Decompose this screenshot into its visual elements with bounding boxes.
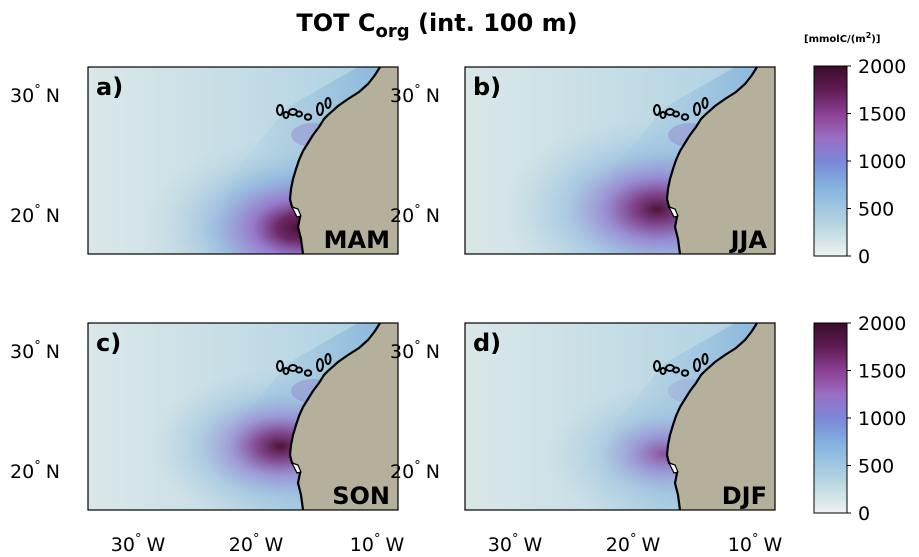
colorbar-tick-label: 1000	[858, 151, 906, 173]
lagoon	[290, 461, 302, 474]
panel-letter: c)	[96, 329, 121, 357]
land-mass	[667, 323, 775, 510]
island	[324, 97, 332, 109]
season-label: MAM	[324, 226, 390, 254]
lon-tick-label: 10° W	[350, 532, 405, 556]
island	[693, 358, 701, 372]
lagoon	[667, 461, 679, 474]
island	[303, 113, 313, 121]
colorbars: 2000 1500 1000 500 0 [mmolC/(m2)] 2000 1500 1000…	[804, 31, 906, 525]
lat-tick-label: 30° N	[390, 339, 440, 363]
colorbar-tick-label: 0	[858, 246, 870, 268]
lon-tick-label: 10° W	[728, 532, 783, 556]
lat-tick-label: 20° N	[390, 459, 440, 483]
colorbar-2: 2000 1500 1000 500 0	[813, 313, 906, 525]
lat-tick-label: 20° N	[390, 203, 440, 227]
island	[659, 111, 667, 119]
island	[653, 104, 661, 116]
island	[282, 111, 290, 119]
season-label: SON	[332, 482, 390, 510]
colorbar-tick-label: 2000	[858, 56, 906, 78]
island	[282, 367, 290, 375]
season-label: JJA	[729, 226, 768, 254]
lat-tick-label: 20° N	[10, 459, 60, 483]
lagoon	[667, 205, 679, 218]
panel-frame	[87, 322, 399, 511]
island	[303, 369, 313, 377]
land-mass	[667, 67, 775, 254]
lat-tick-label: 30° N	[10, 339, 60, 363]
lon-tick-label: 20° W	[606, 532, 661, 556]
island	[680, 369, 690, 377]
panel-letter: b)	[473, 73, 501, 101]
map-panels: a) MAM b) JJA c) SON d) DJF	[87, 66, 776, 511]
island	[659, 367, 667, 375]
island	[701, 97, 709, 109]
panel-frame	[464, 322, 776, 511]
lon-tick-label: 30° W	[488, 532, 543, 556]
colorbar-tick-label: 1500	[858, 361, 906, 383]
panel-frame	[87, 66, 399, 255]
island	[680, 113, 690, 121]
island	[672, 366, 680, 374]
longitude-tick-labels: 30° W 20° W 10° W 30° W 20° W 10° W	[111, 532, 783, 556]
colorbar-tick-label: 1500	[858, 104, 906, 126]
colorbar-tick-label: 2000	[858, 313, 906, 335]
season-label: DJF	[722, 482, 767, 510]
colorbar-1: 2000 1500 1000 500 0 [mmolC/(m2)]	[804, 31, 906, 268]
island	[276, 360, 284, 372]
land-mass	[290, 67, 398, 254]
lat-tick-label: 30° N	[10, 83, 60, 107]
map-panel-mam: a) MAM	[87, 66, 399, 255]
land-mass	[290, 323, 398, 510]
map-panel-jja: b) JJA	[464, 66, 776, 255]
colorbar-tick-label: 500	[858, 456, 894, 478]
island	[693, 102, 701, 116]
colorbar-ramp	[813, 322, 848, 514]
lon-tick-label: 20° W	[229, 532, 284, 556]
island	[316, 102, 324, 116]
colorbar-tick-label: 0	[858, 503, 870, 525]
colorbar-tick-label: 1000	[858, 408, 906, 430]
colorbar-ramp	[813, 65, 848, 257]
lat-tick-label: 20° N	[10, 203, 60, 227]
figure-title: TOT Corg (int. 100 m)	[296, 9, 577, 42]
island	[324, 353, 332, 365]
map-panel-son: c) SON	[87, 322, 399, 511]
lat-tick-label: 30° N	[390, 83, 440, 107]
island	[701, 353, 709, 365]
island	[316, 358, 324, 372]
island	[295, 110, 303, 118]
island	[653, 360, 661, 372]
panel-letter: a)	[96, 73, 123, 101]
island	[276, 104, 284, 116]
map-panel-djf: d) DJF	[464, 322, 776, 511]
latitude-tick-labels: 30° N 20° N 30° N 20° N 30° N 20° N 30° N 20° N	[10, 83, 440, 483]
colorbar-unit: [mmolC/(m2)]	[804, 31, 880, 45]
panel-letter: d)	[473, 329, 501, 357]
island	[672, 110, 680, 118]
island	[295, 366, 303, 374]
colorbar-tick-label: 500	[858, 199, 894, 221]
panel-frame	[464, 66, 776, 255]
lon-tick-label: 30° W	[111, 532, 166, 556]
lagoon	[290, 205, 302, 218]
